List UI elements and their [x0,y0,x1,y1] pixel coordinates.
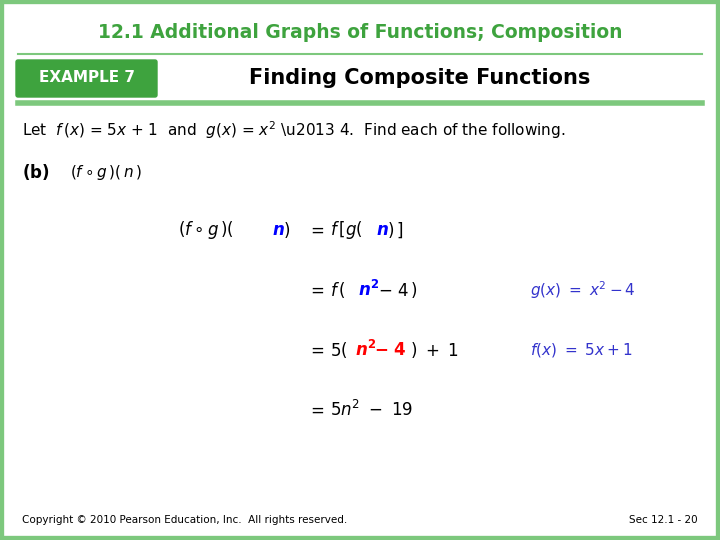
Text: $( f \circ g\, )(\, n\, )$: $( f \circ g\, )(\, n\, )$ [70,163,142,181]
Text: Sec 12.1 - 20: Sec 12.1 - 20 [629,515,698,525]
Text: Let  $f\,(x)$ = 5$x$ + 1  and  $g(x)$ = $x^{2}$ \u2013 4.  Find each of the foll: Let $f\,(x)$ = 5$x$ + 1 and $g(x)$ = $x^… [22,119,565,141]
Text: $g(x)\ =\ x^{2}-4$: $g(x)\ =\ x^{2}-4$ [530,279,636,301]
Text: $\boldsymbol{n}$: $\boldsymbol{n}$ [272,221,285,239]
Text: Copyright © 2010 Pearson Education, Inc.  All rights reserved.: Copyright © 2010 Pearson Education, Inc.… [22,515,347,525]
Text: $)\,]$: $)\,]$ [387,220,403,240]
Text: EXAMPLE 7: EXAMPLE 7 [39,71,135,85]
Text: $f(x)\ =\ 5x+1$: $f(x)\ =\ 5x+1$ [530,341,633,359]
Text: Finding Composite Functions: Finding Composite Functions [249,68,590,88]
Text: $5n^{2}\ -\ 19$: $5n^{2}\ -\ 19$ [330,400,413,420]
Text: $-\ 4\,)$: $-\ 4\,)$ [378,280,418,300]
Text: $f\,($: $f\,($ [330,280,346,300]
Text: $=$: $=$ [307,341,325,359]
Text: $=$: $=$ [307,221,325,239]
Text: $5($: $5($ [330,340,348,360]
Text: $=$: $=$ [307,401,325,419]
Text: $=$: $=$ [307,281,325,299]
Text: $)$: $)$ [283,220,290,240]
Text: $\boldsymbol{n}^{\mathbf{2}}$: $\boldsymbol{n}^{\mathbf{2}}$ [355,340,376,360]
Text: $\boldsymbol{n}^{\mathbf{2}}$: $\boldsymbol{n}^{\mathbf{2}}$ [358,280,379,300]
Text: $\boldsymbol{-\ 4}$: $\boldsymbol{-\ 4}$ [374,341,406,359]
FancyBboxPatch shape [16,60,157,97]
Text: $f\,[g($: $f\,[g($ [330,219,363,241]
Text: $\mathbf{(b)}$: $\mathbf{(b)}$ [22,162,50,182]
Text: $( f \circ g\, )($: $( f \circ g\, )($ [178,219,234,241]
Text: $\boldsymbol{n}$: $\boldsymbol{n}$ [376,221,389,239]
Text: 12.1 Additional Graphs of Functions; Composition: 12.1 Additional Graphs of Functions; Com… [98,23,622,42]
Text: $)\ +\ 1$: $)\ +\ 1$ [410,340,459,360]
